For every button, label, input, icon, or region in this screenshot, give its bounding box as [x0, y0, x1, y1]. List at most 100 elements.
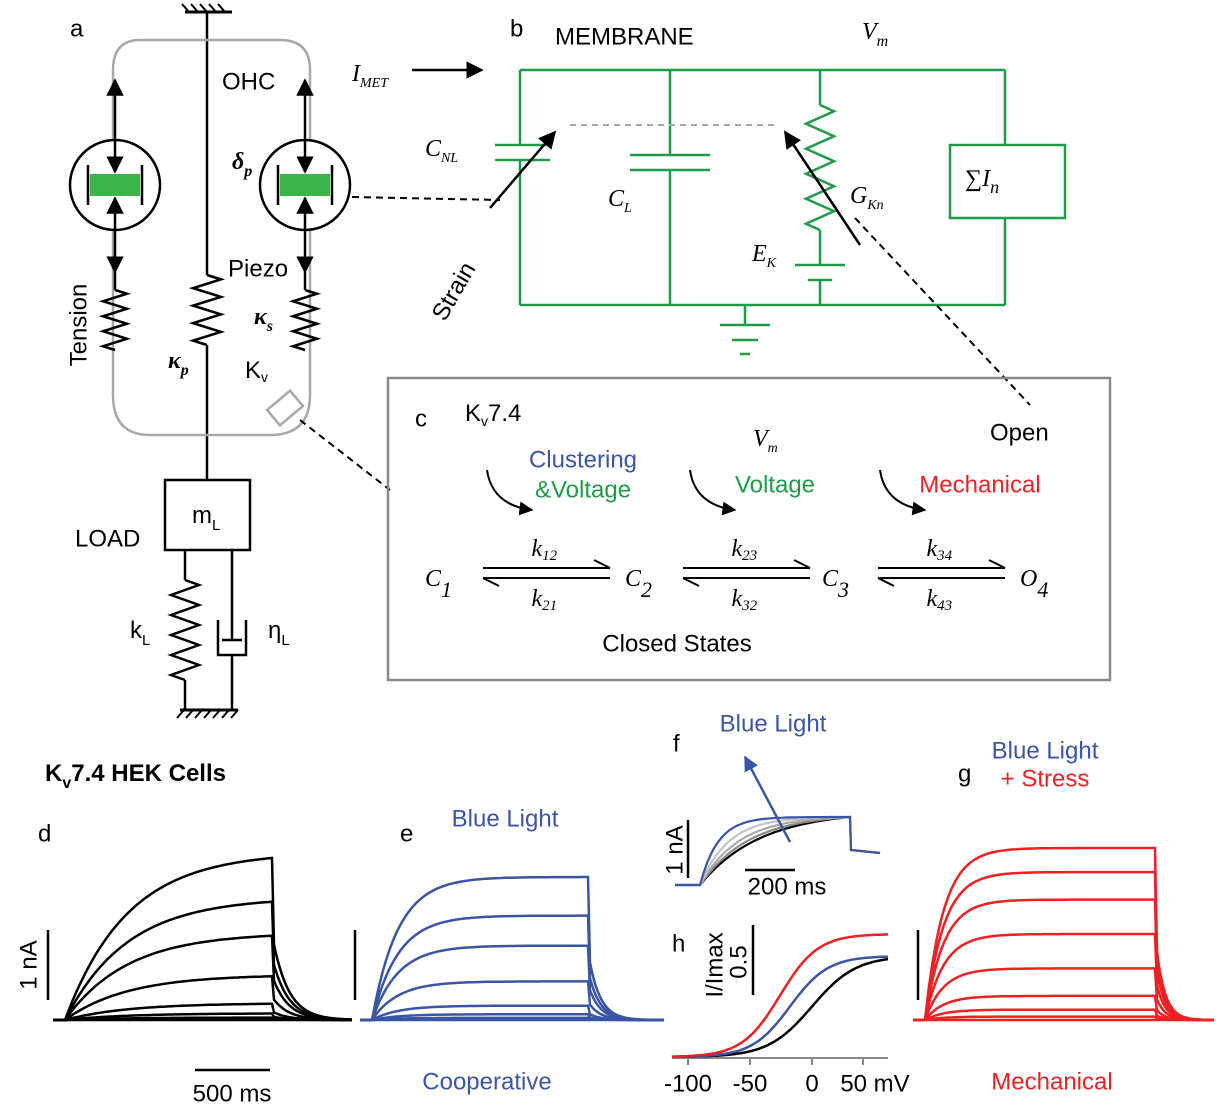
vm-label-sub: m — [877, 33, 889, 50]
rate-label-main: k — [732, 586, 743, 612]
kappa-label-sub: s — [266, 318, 273, 335]
state-label-sub: 2 — [641, 577, 652, 602]
rate-label-sub: 12 — [542, 548, 558, 564]
ek-label-main: E — [751, 241, 767, 267]
line — [483, 578, 499, 586]
vm-label-sub: m — [768, 441, 778, 456]
panel-label: g — [958, 760, 971, 787]
imet-label: IMET — [351, 61, 389, 92]
condition-label: Blue Light — [720, 710, 827, 737]
kappa-label-sub: p — [179, 362, 189, 379]
spring — [806, 105, 834, 230]
line — [300, 420, 390, 490]
state-label-sub: 4 — [1037, 577, 1048, 602]
imet-label-sub: MET — [359, 76, 389, 91]
channel-gate — [90, 174, 140, 196]
kv-title-sub: v — [481, 413, 488, 429]
membrane-label: MEMBRANE — [555, 23, 694, 50]
spring-label: kL — [130, 617, 150, 649]
scale-label: 200 ms — [748, 873, 827, 900]
rate-label-main: k — [927, 536, 938, 562]
line — [352, 197, 500, 200]
state-label-main: C — [822, 566, 839, 592]
condition-label: Cooperative — [422, 1068, 551, 1095]
line — [785, 132, 860, 245]
driver-label: Voltage — [735, 471, 815, 498]
panel-label: h — [672, 930, 685, 957]
driver-label: &Voltage — [535, 476, 631, 503]
panel-label: f — [673, 730, 680, 757]
state-label: C3 — [822, 566, 849, 603]
cl-label-main: C — [608, 186, 625, 212]
line — [745, 757, 790, 842]
panel-label: e — [400, 820, 413, 847]
kv-label-main: K — [245, 357, 261, 384]
spring — [293, 290, 317, 350]
hek-title-tail: 7.4 HEK Cells — [71, 760, 226, 787]
vm-label: Vm — [753, 426, 778, 457]
damper-label-main: η — [268, 617, 281, 644]
state-label-sub: 1 — [441, 577, 452, 602]
piezo-label: Piezo — [228, 255, 288, 282]
current-trace — [53, 858, 352, 1020]
figure: abcdefghmLOHCδpPiezoTensionκpκsKvLOADkLη… — [0, 0, 1216, 1109]
hek-title: Kv7.4 HEK Cells — [45, 760, 226, 792]
state-label-sub: 3 — [837, 577, 849, 602]
state-label-main: C — [425, 566, 442, 592]
scale-label: 0.5 — [725, 945, 752, 978]
panel-label: b — [510, 15, 523, 42]
panel-label: d — [38, 820, 51, 847]
line — [594, 560, 610, 568]
scale-label: 1 nA — [15, 940, 42, 989]
cell-outline — [113, 40, 310, 435]
spring — [193, 275, 221, 345]
damper-label-sub: L — [281, 632, 289, 649]
channel-gate — [280, 174, 330, 196]
line — [683, 578, 699, 586]
condition-label: Blue Light — [452, 805, 559, 832]
rate-label: k43 — [927, 586, 953, 615]
driver-arrow — [487, 470, 532, 510]
load-label: LOAD — [75, 525, 140, 552]
current-trace — [53, 936, 352, 1020]
driver-label: Clustering — [529, 446, 637, 473]
mass-label-main: m — [192, 502, 212, 529]
rate-label-sub: 21 — [542, 598, 557, 614]
ek-label: EK — [751, 241, 777, 272]
x-tick-label: -100 — [664, 1070, 712, 1097]
rate-label: k34 — [927, 536, 953, 565]
rate-label-sub: 34 — [936, 548, 953, 564]
panel-label: c — [415, 405, 427, 432]
spring-label-sub: L — [142, 632, 150, 649]
x-tick-label: 0 — [805, 1070, 818, 1097]
cnl-label-main: C — [425, 136, 442, 162]
kv-channel — [267, 391, 303, 426]
sum-label-main: ∑I — [965, 166, 991, 192]
condition-label: Mechanical — [991, 1068, 1112, 1095]
current-trace — [360, 877, 664, 1020]
driver-arrow — [880, 470, 925, 510]
rate-label-sub: 43 — [937, 598, 952, 614]
cnl-label-sub: NL — [440, 151, 458, 166]
state-label: C1 — [425, 566, 452, 603]
cl-label-sub: L — [623, 201, 632, 216]
condition-label: + Stress — [1001, 765, 1090, 792]
rate-label-main: k — [927, 586, 938, 612]
rate-label: k23 — [732, 536, 758, 565]
scale-label: 500 ms — [193, 1080, 272, 1107]
panel-label: a — [70, 15, 84, 42]
state-label: C2 — [625, 566, 652, 603]
rate-label: k12 — [532, 536, 558, 565]
closed-label: Closed States — [602, 630, 751, 657]
y-label: I/Imax — [701, 932, 728, 997]
line — [989, 560, 1005, 568]
page: { "panel_labels": ["a", "b", "c", "d", "… — [0, 0, 1216, 1109]
gkn-label: GKn — [850, 183, 884, 214]
strain-label: Strain — [427, 258, 482, 326]
kv-title-tail: 7.4 — [488, 400, 521, 427]
delta-label-sub: p — [242, 163, 252, 180]
damper-label: ηL — [268, 617, 290, 649]
x-tick-label: 50 mV — [840, 1070, 909, 1097]
rate-label-sub: 23 — [742, 548, 757, 564]
driver-label: Mechanical — [919, 471, 1040, 498]
